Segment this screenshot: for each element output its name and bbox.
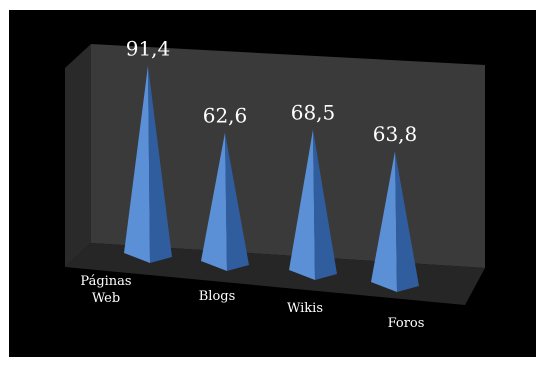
data-label: 91,4	[126, 37, 171, 61]
pyramid-bar-side	[313, 129, 337, 280]
pyramid-bar-side	[148, 65, 172, 263]
data-label: 63,8	[373, 122, 418, 146]
chart-labels: 91,4 62,6 68,5 63,8 Páginas Web Blogs Wikis Foro…	[80, 37, 424, 331]
pyramid-bar-side	[225, 132, 249, 271]
pyramid-bar	[124, 65, 150, 263]
data-label: 68,5	[291, 101, 336, 125]
pyramid-chart: 91,4 62,6 68,5 63,8 Páginas Web Blogs Wikis Foro…	[65, 37, 485, 331]
category-label: Páginas	[80, 274, 131, 289]
category-label: Wikis	[287, 301, 323, 316]
pyramid-bar-side	[395, 151, 419, 292]
pyramid-bar	[289, 129, 315, 280]
category-label: Foros	[388, 316, 425, 331]
pyramid-bar	[371, 151, 397, 292]
data-label: 62,6	[203, 104, 248, 128]
side-wall	[65, 44, 91, 267]
chart-marks	[124, 65, 419, 292]
category-label: Blogs	[199, 289, 236, 304]
pyramid-bar	[201, 132, 227, 271]
category-label: Web	[92, 291, 120, 306]
chart-walls	[65, 44, 485, 305]
floor	[65, 243, 485, 305]
chart-frame: 91,4 62,6 68,5 63,8 Páginas Web Blogs Wikis Foro…	[9, 10, 536, 357]
